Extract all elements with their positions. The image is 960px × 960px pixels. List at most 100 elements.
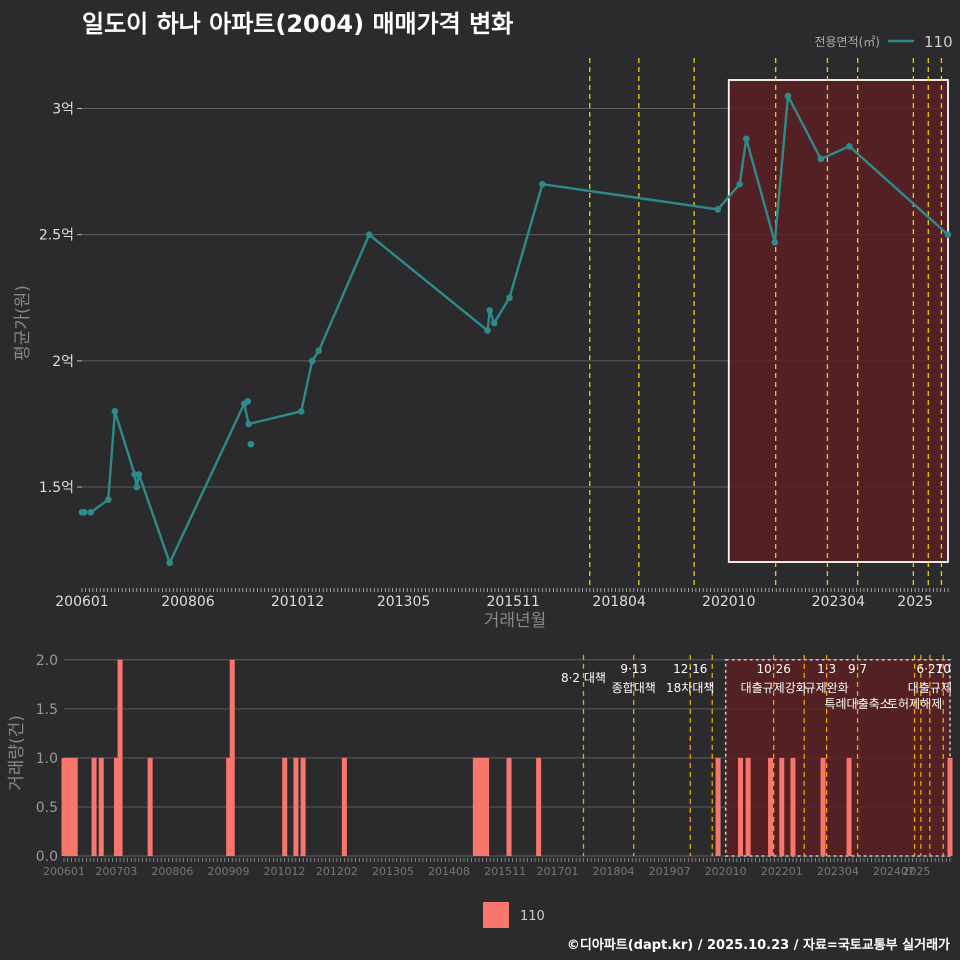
highlight-box	[724, 659, 951, 857]
x-tick-label: 201701	[536, 865, 578, 878]
volume-bar	[72, 757, 78, 856]
policy-label: 특례대출축소	[824, 697, 890, 711]
x-tick-label: 201511	[484, 865, 526, 878]
data-point	[742, 135, 750, 143]
x-tick-label: 2025	[902, 865, 930, 878]
volume-bar	[65, 757, 71, 856]
policy-label: 토허제해제	[887, 697, 942, 711]
policy-date: 9·13	[620, 662, 647, 676]
data-point	[490, 319, 498, 327]
data-point	[78, 508, 86, 516]
volume-bar	[715, 757, 721, 856]
x-tick-label: 201804	[593, 865, 635, 878]
volume-bar	[147, 757, 153, 856]
volume-bar	[293, 757, 299, 856]
data-point	[365, 231, 373, 238]
volume-bar	[846, 757, 852, 856]
data-point	[297, 408, 305, 415]
data-point	[486, 307, 494, 314]
data-point	[315, 347, 323, 355]
x-tick-label: 202304	[812, 594, 866, 610]
x-tick-label: 200601	[43, 865, 85, 878]
volume-bar	[768, 757, 774, 856]
y-axis-label: 거래량(건)	[7, 715, 27, 791]
volume-bar	[341, 757, 347, 856]
y-tick-label: 0.0	[36, 849, 58, 865]
x-tick-label: 201907	[649, 865, 691, 878]
policy-label: 규제완화	[805, 681, 849, 695]
legend-key-bar	[483, 902, 509, 928]
x-tick-label: 201511	[486, 594, 539, 610]
x-tick-label: 202010	[705, 865, 747, 878]
data-point	[245, 420, 252, 428]
data-point	[247, 440, 255, 448]
volume-bar	[779, 757, 785, 856]
volume-bar	[282, 757, 288, 856]
volume-bar	[300, 757, 306, 856]
volume-bar	[98, 757, 104, 856]
volume-bar	[113, 757, 119, 856]
y-tick-label: 2.0	[36, 653, 58, 669]
x-tick-label: 201804	[592, 594, 646, 610]
volume-bar	[61, 757, 67, 856]
y-tick-label: 2억	[52, 354, 74, 370]
x-tick-label: 200909	[207, 865, 249, 878]
policy-label: 종합대책	[612, 680, 656, 695]
x-tick-label: 202304	[817, 865, 859, 878]
volume-bar	[790, 757, 796, 856]
volume-bar	[91, 757, 97, 856]
x-tick-label: 201408	[428, 865, 470, 878]
volume-bar	[229, 659, 235, 856]
volume-bar	[476, 757, 482, 856]
policy-label: 대출규제	[908, 681, 952, 695]
data-point	[714, 206, 722, 213]
x-tick-label: 2025	[897, 594, 933, 610]
volume-bar	[472, 757, 478, 856]
x-tick-label: 200703	[95, 865, 137, 878]
data-point	[133, 483, 141, 491]
policy-date: 1·3	[817, 662, 836, 676]
policy-date: 9·7	[848, 662, 867, 676]
volume-bar	[536, 757, 542, 856]
data-point	[944, 231, 952, 238]
legend-label: 110	[520, 909, 545, 924]
volume-bar	[69, 757, 75, 856]
x-tick-label: 201202	[316, 865, 358, 878]
data-point	[484, 327, 491, 334]
x-tick-label: 201305	[377, 594, 430, 610]
footer-credit: ©디아파트(dapt.kr) / 2025.10.23 / 자료=국토교통부 실…	[566, 938, 950, 953]
volume-bar	[947, 757, 953, 856]
x-tick-label: 201012	[271, 594, 324, 610]
volume-bar	[745, 757, 751, 856]
chart-title: 일도이 하나 아파트(2004) 매매가격 변화	[82, 10, 514, 38]
policy-date: 10·26	[757, 662, 791, 676]
x-tick-label: 202010	[702, 594, 755, 610]
volume-bar	[484, 757, 490, 856]
x-tick-label: 202407	[873, 865, 915, 878]
policy-label: 18차대책	[666, 680, 714, 695]
policy-date: 6·27	[916, 662, 943, 676]
policy-date: 10	[936, 662, 951, 676]
x-tick-label: 201305	[372, 865, 414, 878]
volume-bar	[226, 757, 232, 856]
data-point	[784, 92, 792, 100]
data-point	[506, 294, 513, 302]
y-tick-label: 1.5	[36, 702, 58, 718]
policy-label: 8·2 대책	[561, 670, 606, 685]
volume-bar	[117, 659, 123, 856]
data-point	[166, 559, 173, 567]
x-tick-label: 201012	[264, 865, 306, 878]
data-point	[244, 397, 252, 405]
y-tick-label: 1.5억	[39, 480, 74, 496]
legend-label: 110	[924, 33, 953, 51]
y-axis-label: 평균가(원)	[13, 285, 33, 361]
data-point	[308, 357, 316, 365]
data-point	[135, 471, 143, 478]
policy-label: 대출규제강화	[741, 681, 807, 695]
data-point	[817, 155, 825, 163]
y-tick-label: 0.5	[36, 800, 58, 816]
y-tick-label: 2.5억	[39, 228, 74, 244]
data-point	[539, 180, 546, 188]
legend-title: 전용면적(㎡)	[814, 35, 880, 49]
data-point	[105, 496, 112, 503]
